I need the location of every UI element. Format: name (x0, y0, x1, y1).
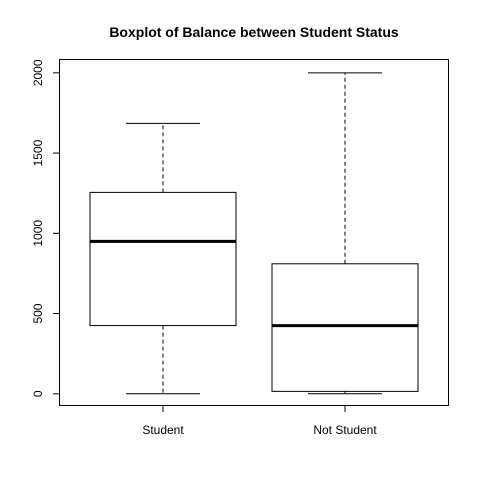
x-axis-ticks: Student Not Student (142, 405, 377, 437)
y-tick-label: 0 (31, 390, 45, 397)
box-group-student (89, 122, 237, 395)
y-tick-label: 2000 (31, 59, 45, 86)
y-axis-ticks: 0 500 1000 1500 2000 (31, 59, 60, 397)
x-tick-label: Not Student (313, 423, 377, 437)
y-tick-label: 1000 (31, 220, 45, 247)
chart-title: Boxplot of Balance between Student Statu… (109, 24, 399, 40)
y-tick-label: 500 (31, 303, 45, 323)
y-tick-label: 1500 (31, 139, 45, 166)
box-series (89, 72, 419, 395)
x-tick-label: Student (142, 423, 184, 437)
box-group-not-student (271, 72, 419, 395)
iqr-box (89, 191, 237, 327)
iqr-box (271, 263, 419, 392)
